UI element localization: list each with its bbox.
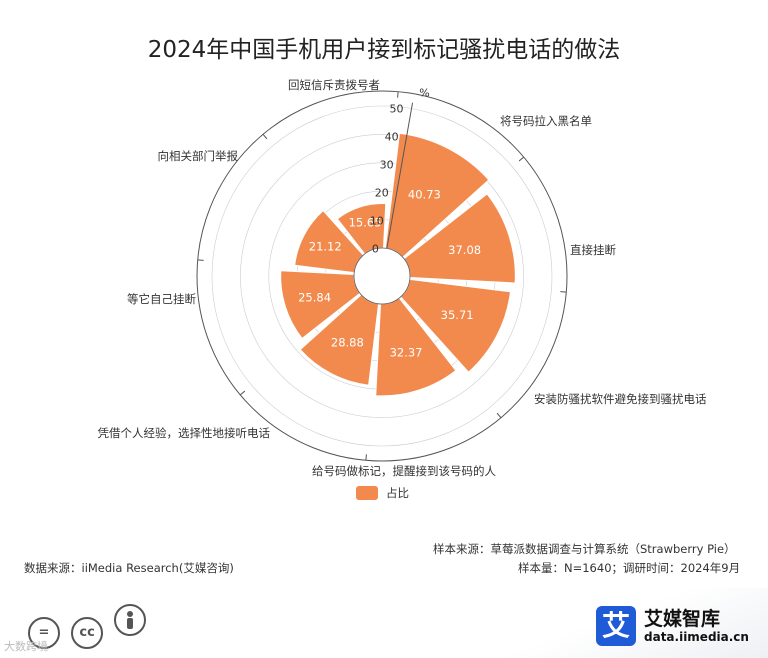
equals-icon: = <box>28 617 60 649</box>
category-label-2: 直接挂断 <box>570 243 616 257</box>
unit-label: % <box>419 87 429 100</box>
radial-tick-40: 40 <box>385 131 399 144</box>
outer-tick <box>518 156 525 162</box>
legend-label: 占比 <box>386 486 409 500</box>
value-label-8: 15.65 <box>349 215 382 229</box>
outer-tick <box>560 291 567 293</box>
watermark: 大数跨境 <box>4 640 48 653</box>
category-label-5: 凭借个人经验，选择性地接听电话 <box>98 426 271 440</box>
page-title: 2024年中国手机用户接到标记骚扰电话的做法 <box>147 37 621 63</box>
outer-ring <box>196 90 568 462</box>
category-label-4: 给号码做标记，提醒接到该号码的人 <box>312 464 496 478</box>
radial-tick-10: 10 <box>370 214 384 227</box>
value-label-5: 28.88 <box>331 336 364 350</box>
outer-tick <box>397 91 399 98</box>
value-label-2: 37.08 <box>448 243 481 257</box>
grid-ring <box>240 134 524 418</box>
inner-disk <box>353 247 411 305</box>
outer-tick <box>262 133 268 140</box>
legend-swatch <box>356 486 378 500</box>
value-label-4: 32.37 <box>390 345 423 359</box>
outer-tick <box>365 454 367 461</box>
value-label-6: 25.84 <box>298 290 331 304</box>
category-label-3: 安装防骚扰软件避免接到骚扰电话 <box>534 392 707 406</box>
value-label-7: 21.12 <box>309 239 342 253</box>
outer-tick <box>496 412 502 419</box>
value-label-3: 35.71 <box>441 308 474 322</box>
radial-tick-0: 0 <box>372 242 379 255</box>
background-decoration <box>508 588 768 658</box>
brand-name: 艾媒智库 <box>644 608 721 630</box>
sample-info: 样本量：N=1640；调研时间：2024年9月 <box>518 561 741 575</box>
category-label-8: 回短信斥责拨号者 <box>288 78 380 92</box>
radial-tick-30: 30 <box>380 159 394 172</box>
person-icon <box>114 604 147 636</box>
radial-tick-50: 50 <box>390 103 404 116</box>
license-icons: = cc <box>28 604 152 649</box>
outer-tick <box>239 390 246 396</box>
polar-bar-chart: 40.73 37.08 35.71 32.37 28.88 25.84 21.12 15.65… <box>98 78 707 500</box>
brand-logo: 艾 <box>596 606 636 646</box>
category-label-7: 向相关部门举报 <box>158 149 239 163</box>
value-label-1: 40.73 <box>408 188 441 202</box>
radial-tick-20: 20 <box>375 186 389 199</box>
brand: 艾 艾媒智库 data.iimedia.cn <box>596 604 764 650</box>
category-label-1: 将号码拉入黑名单 <box>500 114 592 128</box>
outer-tick <box>197 259 204 261</box>
sample-source: 样本来源：草莓派数据调查与计算系统（Strawberry Pie） <box>433 542 736 556</box>
data-source: 数据来源：iiMedia Research(艾媒咨询) <box>24 561 234 575</box>
category-label-6: 等它自己挂断 <box>127 292 196 306</box>
brand-url: data.iimedia.cn <box>644 630 749 644</box>
radial-axis <box>386 102 414 249</box>
cc-icon: cc <box>71 617 104 649</box>
grid-ring <box>211 105 553 447</box>
